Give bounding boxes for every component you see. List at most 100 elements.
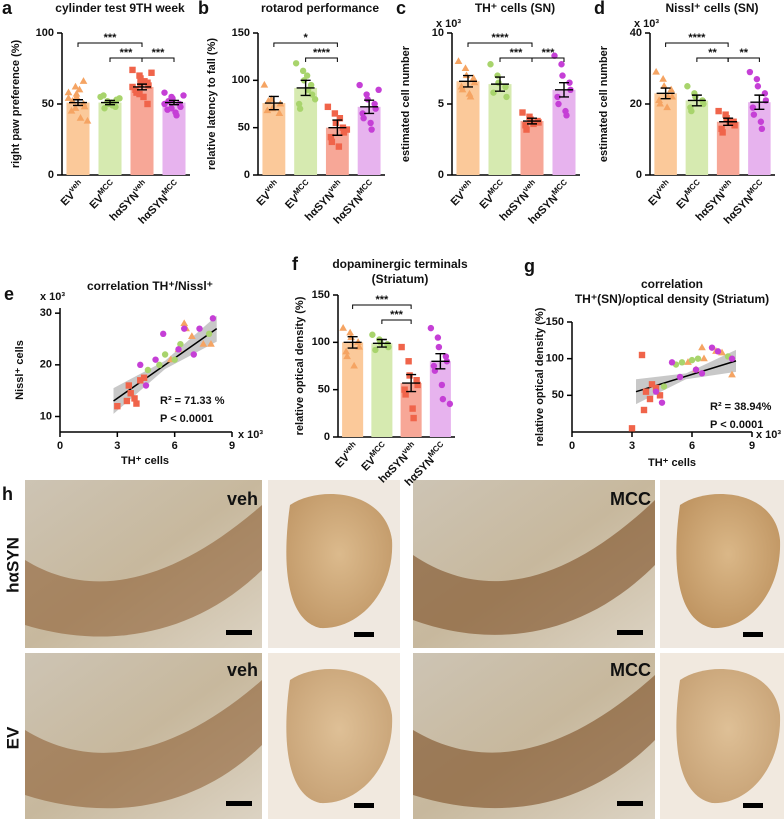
y-tick-label: 0 (324, 431, 330, 443)
error-bar (133, 83, 151, 91)
x-multiplier: x 10³ (238, 429, 263, 441)
data-point (303, 72, 311, 79)
data-point (527, 116, 534, 123)
data-point (676, 373, 684, 381)
data-point (140, 93, 147, 101)
data-point (757, 118, 765, 125)
y-tick-label: 5 (438, 98, 444, 110)
data-point (439, 395, 447, 403)
chart-title: cylinder test 9TH week (55, 1, 185, 15)
data-point (177, 340, 184, 348)
x-multiplier: x 10³ (756, 429, 781, 441)
x-tick-label: EVMCC (281, 178, 315, 212)
error-bar (165, 99, 183, 106)
sn-band (25, 505, 262, 637)
data-point (360, 115, 367, 122)
category-sup: MCC (291, 178, 310, 197)
error-bar (656, 87, 675, 100)
significance-label: ** (739, 47, 748, 59)
chart-title: dopaminergic terminals (332, 257, 468, 271)
y-tick-label: 150 (232, 27, 250, 39)
data-point (299, 67, 307, 75)
data-point (462, 71, 471, 79)
y-tick-label: 40 (630, 27, 642, 39)
bar (488, 84, 512, 175)
category-sup: MCC (426, 440, 445, 459)
y-multiplier: x 10³ (40, 291, 65, 303)
data-point (137, 361, 144, 369)
data-point (354, 338, 362, 345)
data-point (327, 133, 335, 141)
y-tick-label: 100 (312, 336, 330, 348)
significance-bracket (727, 57, 760, 62)
data-point (414, 381, 421, 389)
data-point (406, 372, 413, 379)
panel-letter: g (524, 256, 535, 276)
data-point (109, 102, 116, 109)
data-point (142, 382, 150, 389)
data-point (307, 81, 315, 89)
data-point (559, 72, 566, 79)
data-point (364, 96, 371, 103)
category-sup: MCC (486, 178, 505, 197)
data-point (168, 105, 175, 112)
significance-bracket (273, 42, 338, 47)
error-bar (296, 79, 315, 97)
data-point (75, 85, 84, 93)
y-tick-label: 20 (630, 98, 642, 110)
data-point (375, 86, 382, 94)
data-point (663, 103, 671, 111)
data-point (141, 78, 148, 85)
y-multiplier: x 10³ (436, 18, 461, 30)
bar (98, 102, 122, 175)
error-bar (459, 74, 477, 88)
data-point (401, 386, 408, 393)
data-point (207, 340, 215, 347)
y-tick-label: 0 (244, 169, 250, 181)
data-point (181, 325, 188, 332)
data-point (161, 100, 168, 108)
data-point (409, 405, 416, 412)
significance-label: *** (375, 294, 389, 306)
y-tick-label: 10 (432, 27, 444, 39)
data-point (209, 315, 217, 322)
data-point (140, 374, 148, 381)
data-point (171, 356, 178, 363)
data-point (678, 359, 686, 366)
data-point (646, 395, 654, 403)
significance-bracket (381, 319, 412, 324)
data-point (100, 92, 107, 99)
data-point (698, 370, 706, 377)
data-point (199, 340, 208, 347)
x-tick-label: EVveh (331, 440, 362, 471)
error-bar (402, 373, 421, 393)
significance-label: *** (390, 309, 404, 321)
chart-title: rotarod performance (261, 1, 379, 15)
chart-title: correlation (641, 277, 703, 291)
data-point (190, 351, 197, 358)
y-axis-label: right paw preference (%) (10, 39, 22, 168)
data-point (410, 414, 417, 422)
panel-letter: b (198, 0, 209, 18)
x-tick-label: 3 (629, 440, 635, 452)
data-point (83, 116, 92, 124)
category-sup: MCC (96, 178, 115, 197)
regression-line (113, 328, 218, 402)
data-point (343, 352, 351, 360)
data-point (136, 90, 143, 98)
bar (520, 121, 544, 175)
data-point (628, 425, 636, 432)
significance-bracket (665, 42, 729, 47)
category-sup: MCC (745, 178, 764, 197)
data-point (551, 52, 558, 59)
striatum-section (286, 669, 393, 804)
x-axis-label: TH⁺ cells (121, 455, 169, 467)
significance-label: * (303, 32, 308, 44)
panel-letter: d (594, 0, 605, 18)
x-tick-label: 6 (172, 440, 178, 452)
data-point (638, 351, 646, 359)
data-point (296, 105, 304, 112)
data-point (328, 138, 336, 146)
x-tick-label: EVMCC (85, 178, 119, 212)
data-point (694, 355, 702, 362)
